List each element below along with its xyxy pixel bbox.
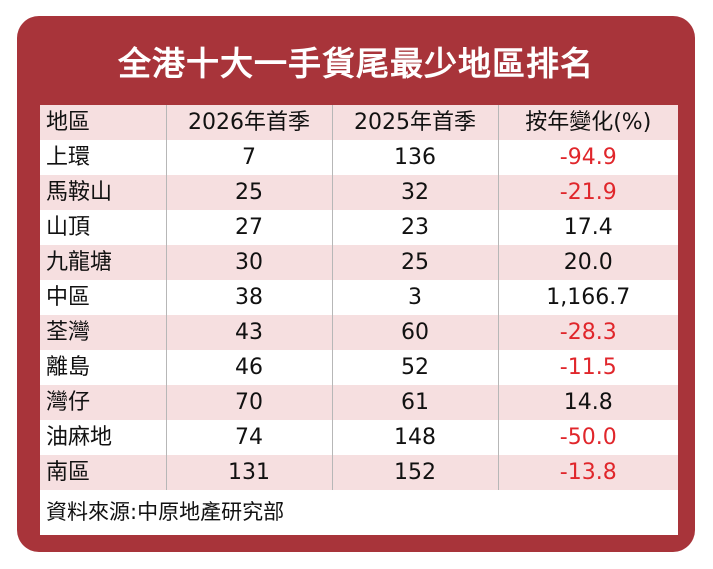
table-row: 灣仔 70 61 14.8	[40, 385, 678, 420]
source-note: 資料來源:中原地產研究部	[46, 500, 285, 524]
cell-district: 油麻地	[40, 420, 167, 455]
ranking-table-container: 地區 2026年首季 2025年首季 按年變化(%) 上環 7 136 -94.9 馬鞍…	[40, 105, 678, 535]
cell-2026q1: 25	[166, 175, 333, 210]
table-row: 油麻地 74 148 -50.0	[40, 420, 678, 455]
cell-2025q1: 60	[332, 315, 499, 350]
cell-yoy-change: -21.9	[498, 175, 678, 210]
header-row: 地區 2026年首季 2025年首季 按年變化(%)	[40, 105, 678, 140]
table-row: 九龍塘 30 25 20.0	[40, 245, 678, 280]
cell-2026q1: 46	[166, 350, 333, 385]
cell-2025q1: 136	[332, 140, 499, 175]
header-2026q1: 2026年首季	[166, 105, 333, 140]
cell-2025q1: 23	[332, 210, 499, 245]
cell-district: 灣仔	[40, 385, 167, 420]
header-yoy-change: 按年變化(%)	[498, 105, 678, 140]
table-title: 全港十大一手貨尾最少地區排名	[118, 44, 594, 83]
cell-2025q1: 148	[332, 420, 499, 455]
cell-2025q1: 152	[332, 455, 499, 490]
cell-yoy-change: 20.0	[498, 245, 678, 280]
table-row: 上環 7 136 -94.9	[40, 140, 678, 175]
header-2025q1: 2025年首季	[332, 105, 499, 140]
cell-yoy-change: 1,166.7	[498, 280, 678, 315]
cell-2026q1: 131	[166, 455, 333, 490]
cell-district: 中區	[40, 280, 167, 315]
cell-2026q1: 43	[166, 315, 333, 350]
cell-district: 離島	[40, 350, 167, 385]
cell-yoy-change: -94.9	[498, 140, 678, 175]
cell-district: 南區	[40, 455, 167, 490]
cell-2026q1: 30	[166, 245, 333, 280]
cell-yoy-change: -11.5	[498, 350, 678, 385]
ranking-table: 地區 2026年首季 2025年首季 按年變化(%) 上環 7 136 -94.9 馬鞍…	[40, 105, 678, 490]
cell-2026q1: 7	[166, 140, 333, 175]
table-row: 山頂 27 23 17.4	[40, 210, 678, 245]
table-row: 中區 38 3 1,166.7	[40, 280, 678, 315]
cell-yoy-change: -13.8	[498, 455, 678, 490]
cell-2025q1: 25	[332, 245, 499, 280]
header-district: 地區	[40, 105, 167, 140]
cell-district: 上環	[40, 140, 167, 175]
cell-2025q1: 52	[332, 350, 499, 385]
cell-2026q1: 74	[166, 420, 333, 455]
table-row: 南區 131 152 -13.8	[40, 455, 678, 490]
cell-yoy-change: -28.3	[498, 315, 678, 350]
cell-2026q1: 27	[166, 210, 333, 245]
cell-2026q1: 38	[166, 280, 333, 315]
cell-yoy-change: -50.0	[498, 420, 678, 455]
cell-district: 馬鞍山	[40, 175, 167, 210]
cell-2025q1: 32	[332, 175, 499, 210]
cell-2025q1: 3	[332, 280, 499, 315]
cell-district: 九龍塘	[40, 245, 167, 280]
table-row: 荃灣 43 60 -28.3	[40, 315, 678, 350]
cell-yoy-change: 14.8	[498, 385, 678, 420]
table-row: 馬鞍山 25 32 -21.9	[40, 175, 678, 210]
cell-district: 荃灣	[40, 315, 167, 350]
cell-district: 山頂	[40, 210, 167, 245]
cell-2025q1: 61	[332, 385, 499, 420]
table-row: 離島 46 52 -11.5	[40, 350, 678, 385]
cell-yoy-change: 17.4	[498, 210, 678, 245]
cell-2026q1: 70	[166, 385, 333, 420]
